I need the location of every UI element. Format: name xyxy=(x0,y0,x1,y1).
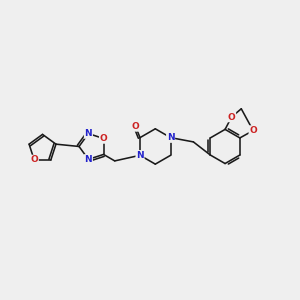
Text: N: N xyxy=(136,151,144,160)
Text: O: O xyxy=(132,122,140,131)
Text: N: N xyxy=(167,133,174,142)
Text: O: O xyxy=(100,134,107,143)
Text: N: N xyxy=(85,155,92,164)
Text: O: O xyxy=(30,155,38,164)
Text: N: N xyxy=(85,129,92,138)
Text: O: O xyxy=(228,112,236,122)
Text: O: O xyxy=(249,126,257,135)
